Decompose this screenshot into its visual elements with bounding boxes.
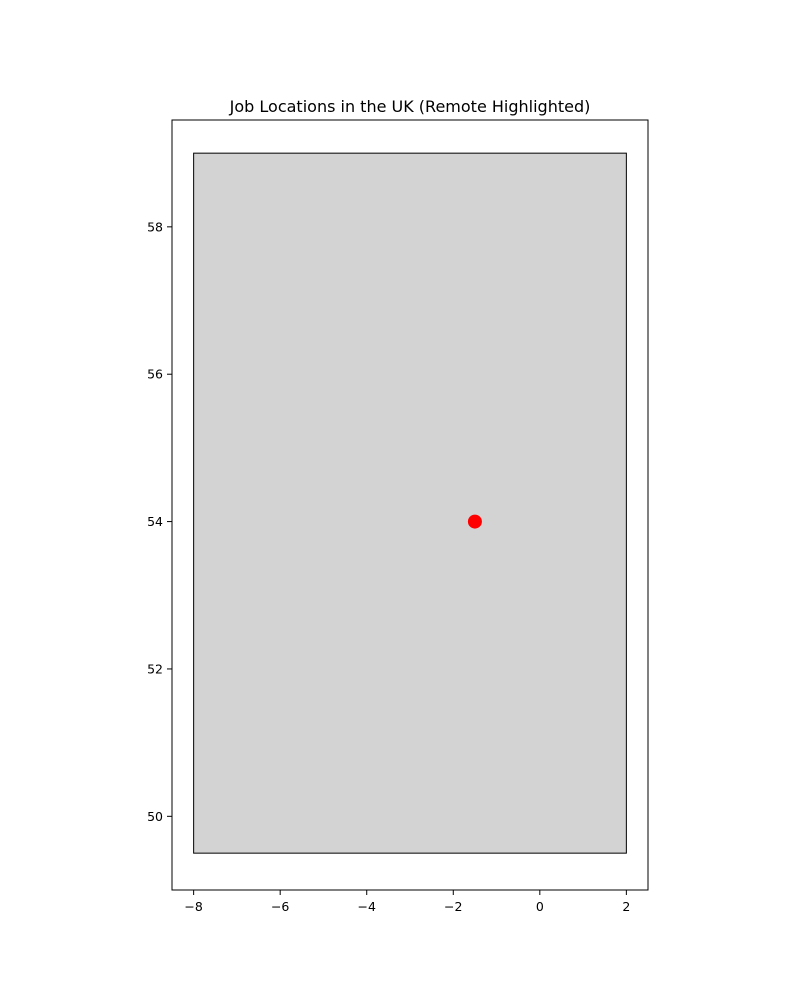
x-tick-label: −6 xyxy=(271,899,289,914)
chart-title: Job Locations in the UK (Remote Highligh… xyxy=(229,97,591,116)
job-location-point xyxy=(467,514,482,529)
x-tick-label: 2 xyxy=(622,899,630,914)
y-tick-label: 54 xyxy=(147,514,163,529)
y-tick-label: 52 xyxy=(147,661,163,676)
plot-area xyxy=(193,152,627,854)
x-tick-label: −8 xyxy=(184,899,202,914)
x-tick-label: −4 xyxy=(358,899,376,914)
axes-frame xyxy=(171,119,649,891)
y-tick-label: 56 xyxy=(147,367,163,382)
x-tick-label: −2 xyxy=(444,899,462,914)
x-tick-label: 0 xyxy=(536,899,544,914)
uk-region-polygon xyxy=(193,152,627,854)
y-tick-label: 58 xyxy=(147,219,163,234)
y-axis: 50 52 54 56 58 xyxy=(147,219,172,824)
y-tick-label: 50 xyxy=(147,809,163,824)
x-axis: −8 −6 −4 −2 0 2 xyxy=(184,890,630,914)
